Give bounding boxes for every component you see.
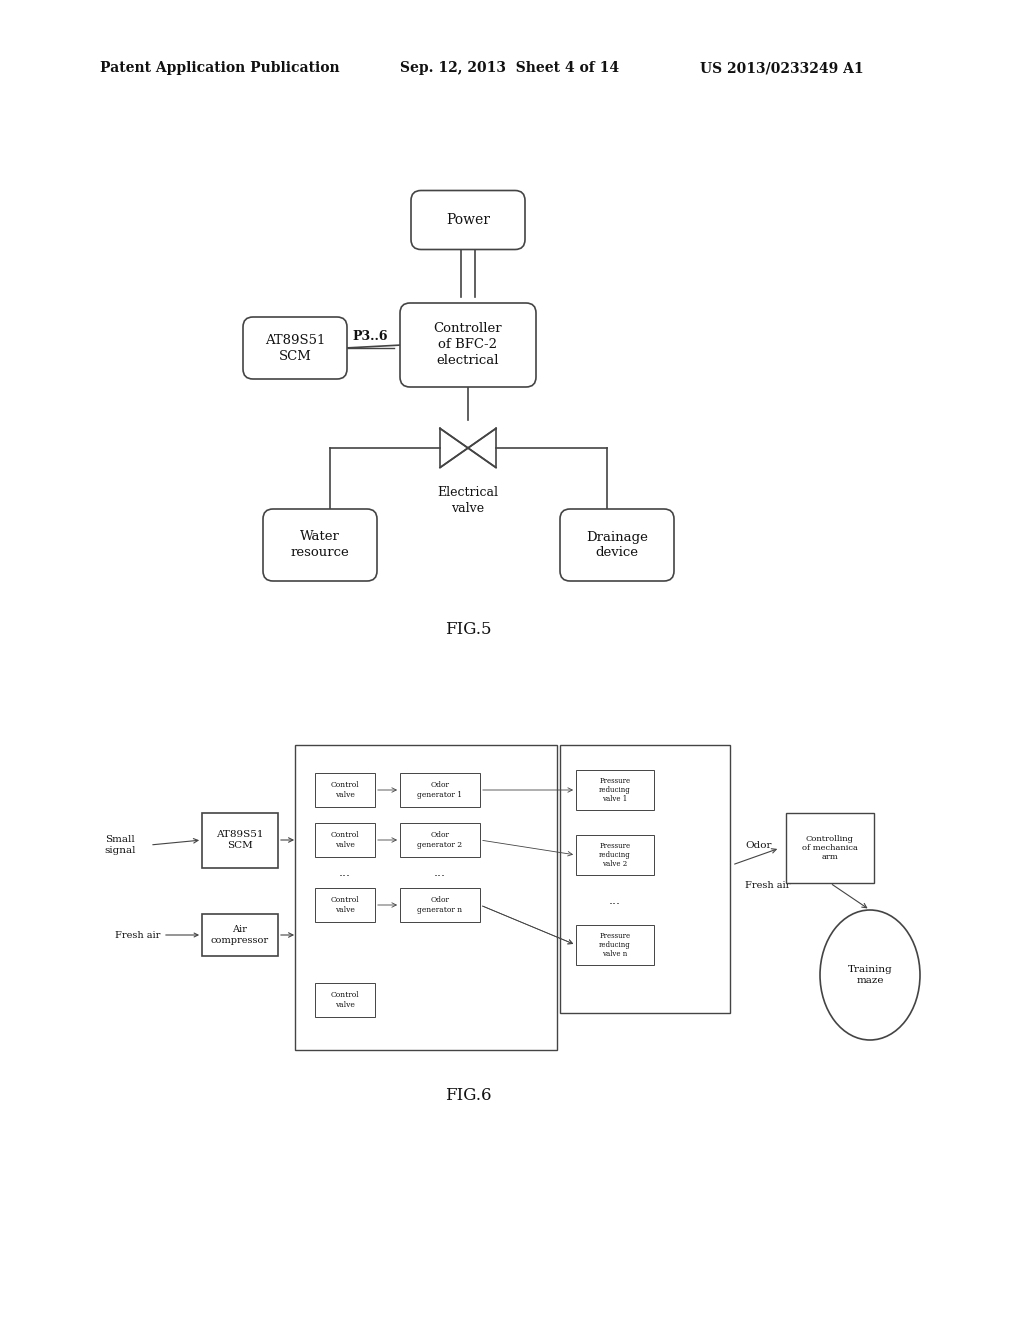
Text: Drainage
device: Drainage device (586, 531, 648, 560)
Text: Sep. 12, 2013  Sheet 4 of 14: Sep. 12, 2013 Sheet 4 of 14 (400, 61, 620, 75)
Text: AT89S51
SCM: AT89S51 SCM (216, 830, 264, 850)
Text: Power: Power (446, 213, 490, 227)
Text: P3..6: P3..6 (352, 330, 388, 343)
Text: Control
valve: Control valve (331, 991, 359, 1008)
Bar (575, 925, 654, 965)
Bar (315, 822, 375, 857)
Text: Controlling
of mechanica
arm: Controlling of mechanica arm (802, 834, 858, 861)
Bar (295, 744, 557, 1049)
Text: Pressure
reducing
valve n: Pressure reducing valve n (599, 932, 631, 958)
FancyBboxPatch shape (243, 317, 347, 379)
Bar (400, 888, 480, 921)
Text: Odor
generator 1: Odor generator 1 (418, 781, 463, 799)
Bar (560, 744, 730, 1012)
Text: Training
maze: Training maze (848, 965, 892, 985)
FancyBboxPatch shape (560, 510, 674, 581)
Bar (202, 813, 278, 867)
Text: Odor: Odor (745, 841, 771, 850)
FancyBboxPatch shape (263, 510, 377, 581)
Text: Odor
generator n: Odor generator n (418, 896, 463, 913)
Bar (786, 813, 874, 883)
Bar (575, 770, 654, 810)
Text: Fresh air: Fresh air (745, 880, 791, 890)
Text: Control
valve: Control valve (331, 832, 359, 849)
Text: Pressure
reducing
valve 2: Pressure reducing valve 2 (599, 842, 631, 869)
Bar (315, 774, 375, 807)
Bar (400, 822, 480, 857)
Text: Control
valve: Control valve (331, 781, 359, 799)
Text: Fresh air: Fresh air (115, 931, 160, 940)
Text: Pressure
reducing
valve 1: Pressure reducing valve 1 (599, 776, 631, 803)
Bar (400, 774, 480, 807)
Text: Water
resource: Water resource (291, 531, 349, 560)
Text: FIG.5: FIG.5 (444, 622, 492, 639)
Bar (315, 983, 375, 1016)
Text: ...: ... (339, 866, 351, 879)
Bar (575, 836, 654, 875)
Text: FIG.6: FIG.6 (444, 1086, 492, 1104)
FancyBboxPatch shape (400, 304, 536, 387)
FancyBboxPatch shape (411, 190, 525, 249)
Text: Control
valve: Control valve (331, 896, 359, 913)
Bar (202, 913, 278, 956)
Text: US 2013/0233249 A1: US 2013/0233249 A1 (700, 61, 863, 75)
Text: Odor
generator 2: Odor generator 2 (418, 832, 463, 849)
Bar (315, 888, 375, 921)
Text: AT89S51
SCM: AT89S51 SCM (265, 334, 326, 363)
Text: Controller
of BFC-2
electrical: Controller of BFC-2 electrical (434, 322, 503, 367)
Ellipse shape (820, 909, 920, 1040)
Text: Air
compressor: Air compressor (211, 925, 269, 945)
Text: Patent Application Publication: Patent Application Publication (100, 61, 340, 75)
Text: Small
signal: Small signal (104, 836, 136, 855)
Text: ...: ... (434, 866, 446, 879)
Text: Electrical
valve: Electrical valve (437, 486, 499, 515)
Text: ...: ... (609, 894, 621, 907)
